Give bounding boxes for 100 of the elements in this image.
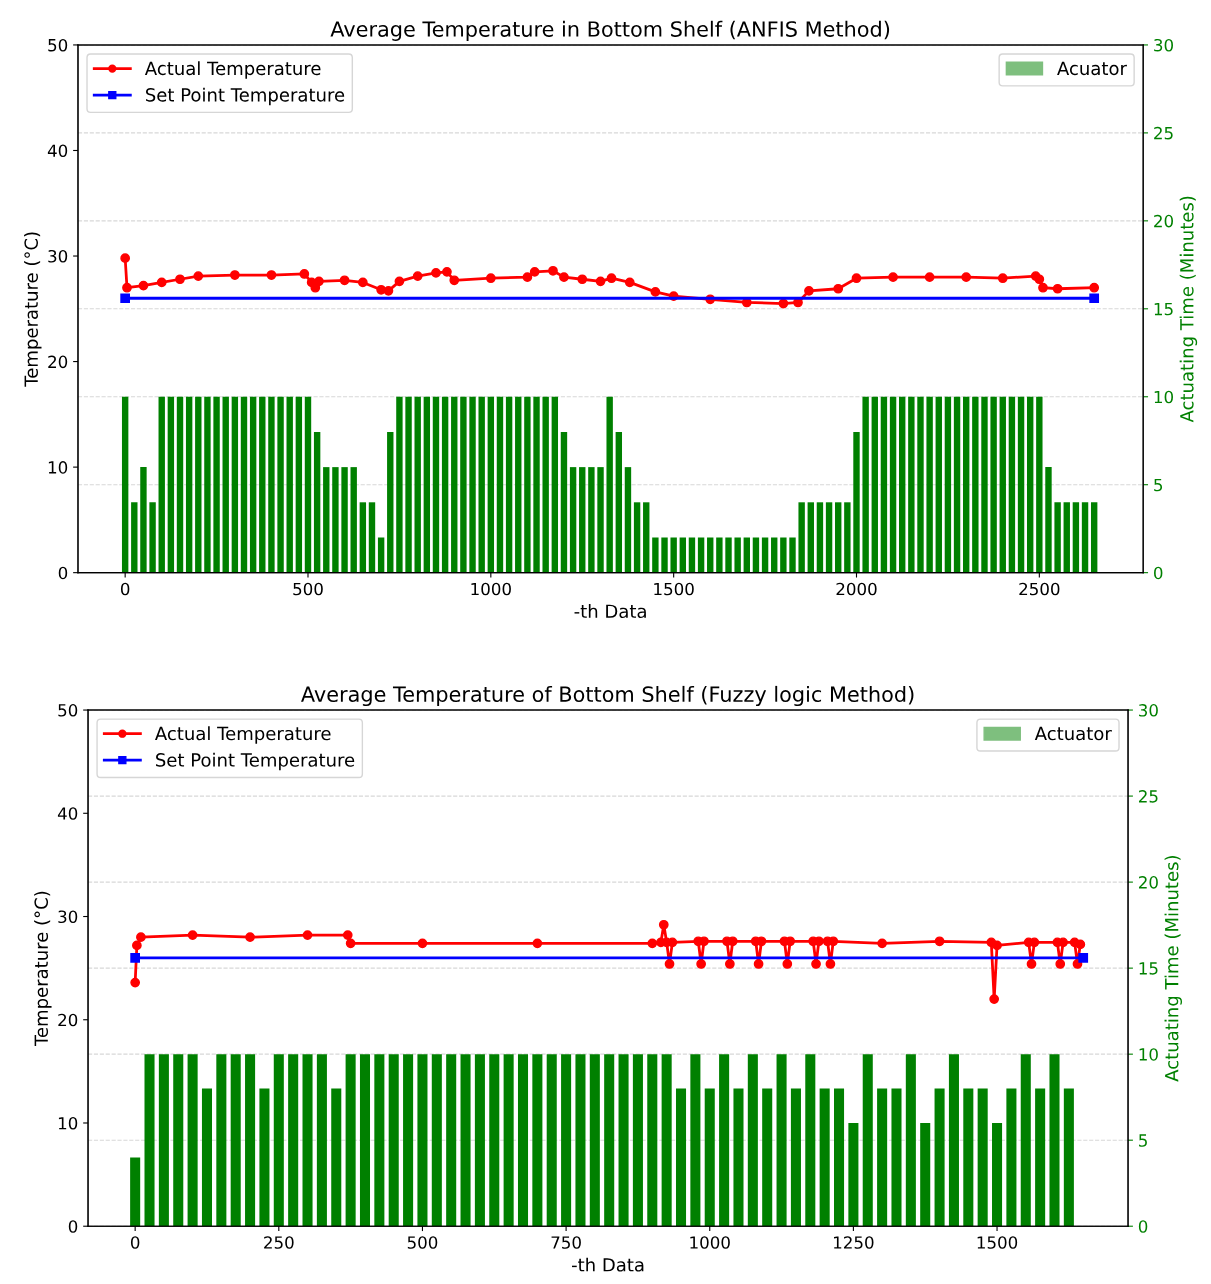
bar xyxy=(707,537,714,573)
bar xyxy=(489,1054,500,1227)
point xyxy=(138,280,149,291)
bar xyxy=(935,396,942,573)
bar xyxy=(725,537,732,573)
bar xyxy=(972,396,979,573)
x-tick-label: 1500 xyxy=(654,582,694,596)
bar xyxy=(734,537,741,573)
point xyxy=(122,282,132,293)
bar xyxy=(776,1054,787,1227)
bar xyxy=(948,1054,959,1227)
point xyxy=(1089,293,1100,304)
bar xyxy=(469,396,476,573)
point xyxy=(1055,959,1066,969)
bar xyxy=(144,1054,155,1227)
point xyxy=(1078,952,1089,963)
bar xyxy=(1063,1088,1074,1227)
bar xyxy=(204,396,211,573)
bar xyxy=(1090,502,1098,573)
bar xyxy=(396,396,403,573)
bar xyxy=(661,537,668,573)
bar xyxy=(316,1054,327,1227)
bar xyxy=(905,1054,916,1227)
bar xyxy=(704,1088,715,1227)
point xyxy=(696,959,706,969)
x-tick-label: 1250 xyxy=(834,1236,874,1249)
bar xyxy=(542,396,549,573)
bar xyxy=(1017,396,1025,573)
bar xyxy=(944,396,952,573)
bar xyxy=(478,396,485,573)
y2-tick-label: 20 xyxy=(1154,214,1174,228)
bar xyxy=(606,396,613,573)
bar xyxy=(414,396,421,573)
point xyxy=(624,277,635,288)
y-axis-title: Temperature (°C) xyxy=(24,232,42,387)
bar xyxy=(423,396,431,573)
point xyxy=(245,932,255,943)
point xyxy=(606,273,617,284)
bar xyxy=(323,467,330,573)
legend-label: Set Point Temperature xyxy=(156,752,355,771)
y2-tick-label: 0 xyxy=(1154,566,1163,580)
bar xyxy=(140,467,147,573)
bar xyxy=(719,1054,730,1227)
bar xyxy=(848,1122,859,1227)
bar xyxy=(377,537,385,573)
bar xyxy=(561,1054,572,1227)
bar xyxy=(240,396,248,573)
point xyxy=(532,938,543,949)
point xyxy=(548,265,558,276)
y-tick-label: 50 xyxy=(48,38,68,52)
y-tick-label: 30 xyxy=(58,910,78,924)
bar xyxy=(589,1054,600,1227)
bar xyxy=(805,1054,816,1227)
bar xyxy=(474,1054,485,1227)
bar xyxy=(503,1054,514,1227)
legend-label: Set Point Temperature xyxy=(145,87,345,106)
point xyxy=(431,268,441,278)
bar xyxy=(560,431,568,573)
bar xyxy=(505,396,513,573)
bar xyxy=(588,467,595,573)
bar xyxy=(953,396,961,573)
point xyxy=(825,959,836,969)
bar xyxy=(877,1088,888,1227)
bar xyxy=(977,1088,988,1227)
bar xyxy=(131,502,138,573)
y2-tick-label: 10 xyxy=(1139,1048,1158,1061)
point xyxy=(814,936,824,947)
bar xyxy=(487,396,495,573)
bar xyxy=(652,537,659,573)
point xyxy=(1075,939,1086,950)
bar xyxy=(880,396,888,573)
bar xyxy=(302,1054,313,1227)
bar xyxy=(1049,1054,1060,1227)
bar xyxy=(990,396,997,573)
point xyxy=(1038,282,1048,293)
x-tick-label: 500 xyxy=(293,582,323,596)
y-tick-label: 10 xyxy=(58,1116,78,1130)
bar xyxy=(286,396,293,573)
point xyxy=(130,977,141,988)
bar xyxy=(844,502,851,573)
point xyxy=(888,272,898,283)
bar xyxy=(277,396,284,573)
point xyxy=(811,959,821,969)
point xyxy=(266,270,277,280)
bar xyxy=(517,1054,529,1227)
point xyxy=(804,285,814,296)
bar xyxy=(675,1088,687,1227)
point xyxy=(187,930,198,940)
bar xyxy=(661,1054,672,1227)
y-tick-label: 40 xyxy=(47,144,68,158)
bar xyxy=(222,396,229,573)
point xyxy=(577,274,588,285)
point xyxy=(664,959,675,969)
bar xyxy=(130,1157,141,1227)
x-tick-label: 750 xyxy=(551,1236,581,1249)
bar xyxy=(173,1054,184,1227)
point xyxy=(136,932,146,943)
bar xyxy=(790,1088,801,1227)
point xyxy=(782,959,793,969)
bar xyxy=(908,396,915,573)
